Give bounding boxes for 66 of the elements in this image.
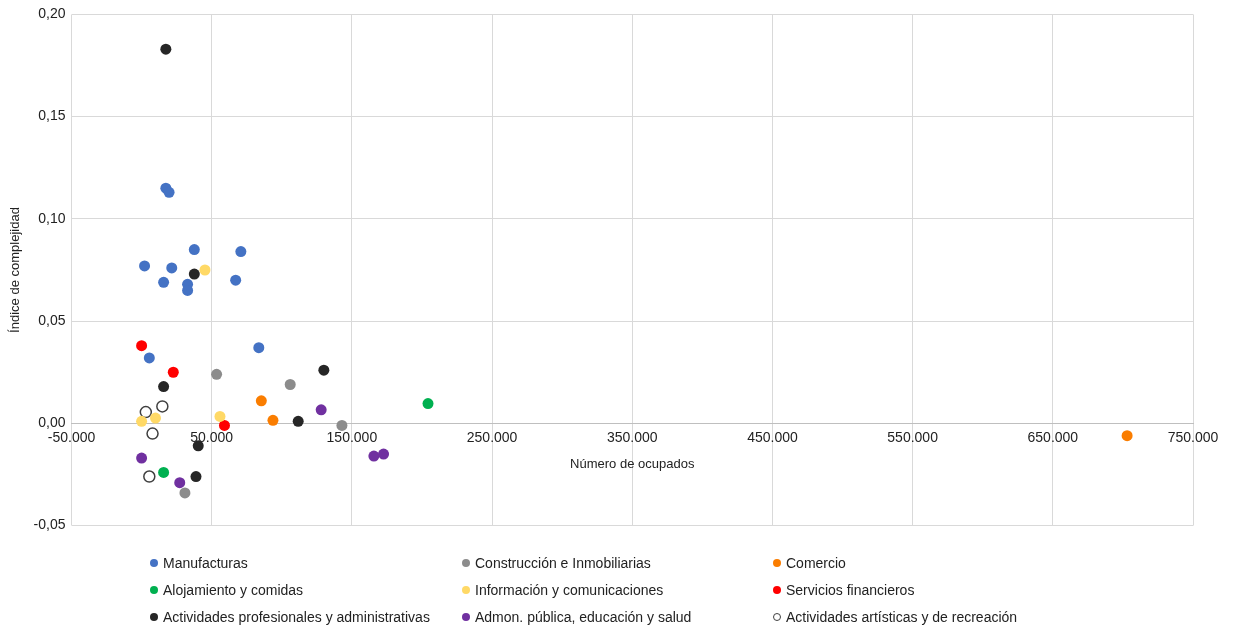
point [315, 404, 327, 416]
y-tick-label: 0,20 [38, 5, 66, 22]
point [143, 470, 156, 483]
x-tick-label: 450.000 [747, 428, 798, 445]
point [167, 366, 179, 378]
point [158, 381, 170, 393]
legend-label: Admon. pública, educación y salud [475, 609, 692, 625]
x-tick-label: 50.000 [190, 428, 234, 445]
legend-label: Construcción e Inmobiliarias [475, 555, 651, 571]
point [422, 398, 434, 410]
y-tick-label: -0,05 [33, 516, 66, 533]
point [163, 186, 175, 198]
point [199, 264, 211, 276]
y-axis-title: Índice de complejidad [7, 207, 23, 333]
x-tick-label: -50.000 [47, 428, 96, 445]
point [190, 471, 202, 483]
x-tick-label: 650.000 [1027, 428, 1079, 445]
point [267, 414, 279, 426]
point [255, 395, 267, 407]
point [235, 246, 247, 258]
point [284, 379, 296, 391]
point [292, 415, 304, 427]
legend-label: Actividades profesionales y administrativas [163, 609, 430, 625]
point [211, 368, 223, 380]
point [179, 487, 191, 499]
point [156, 400, 169, 413]
legend-label: Alojamiento y comidas [163, 582, 304, 598]
point [188, 268, 200, 280]
legend-label: Información y comunicaciones [475, 582, 664, 598]
x-tick-label: 150.000 [326, 428, 378, 445]
point [160, 43, 172, 55]
x-tick-label: 550.000 [887, 428, 939, 445]
point [136, 340, 148, 352]
point [378, 448, 390, 460]
y-tick-label: 0,10 [38, 209, 66, 226]
point [136, 452, 148, 464]
legend-label: Manufacturas [163, 555, 248, 571]
point [143, 352, 155, 364]
point [139, 405, 153, 419]
point [158, 466, 170, 478]
point [1121, 430, 1133, 442]
x-tick-label: 750.000 [1167, 428, 1219, 445]
point [253, 342, 265, 354]
point [368, 450, 380, 462]
point [158, 276, 170, 288]
x-tick-label: 350.000 [606, 428, 658, 445]
point [136, 415, 148, 427]
point [336, 419, 348, 431]
x-tick-label: 250.000 [466, 428, 518, 445]
x-axis-title: Número de ocupados [570, 455, 695, 471]
point [218, 419, 230, 431]
legend-label: Actividades artísticas y de recreación [786, 609, 1018, 625]
y-tick-label: 0,05 [38, 311, 66, 328]
point [230, 274, 242, 286]
point [139, 260, 151, 272]
point [318, 364, 330, 376]
point [146, 427, 159, 440]
point [188, 244, 200, 256]
legend-label: Servicios financieros [786, 582, 915, 598]
point [166, 262, 178, 274]
point [149, 412, 161, 424]
y-tick-label: 0,15 [38, 107, 66, 124]
point [174, 477, 186, 489]
legend-label: Comercio [786, 555, 846, 571]
y-tick-label: 0,00 [38, 414, 66, 431]
point [214, 410, 226, 422]
